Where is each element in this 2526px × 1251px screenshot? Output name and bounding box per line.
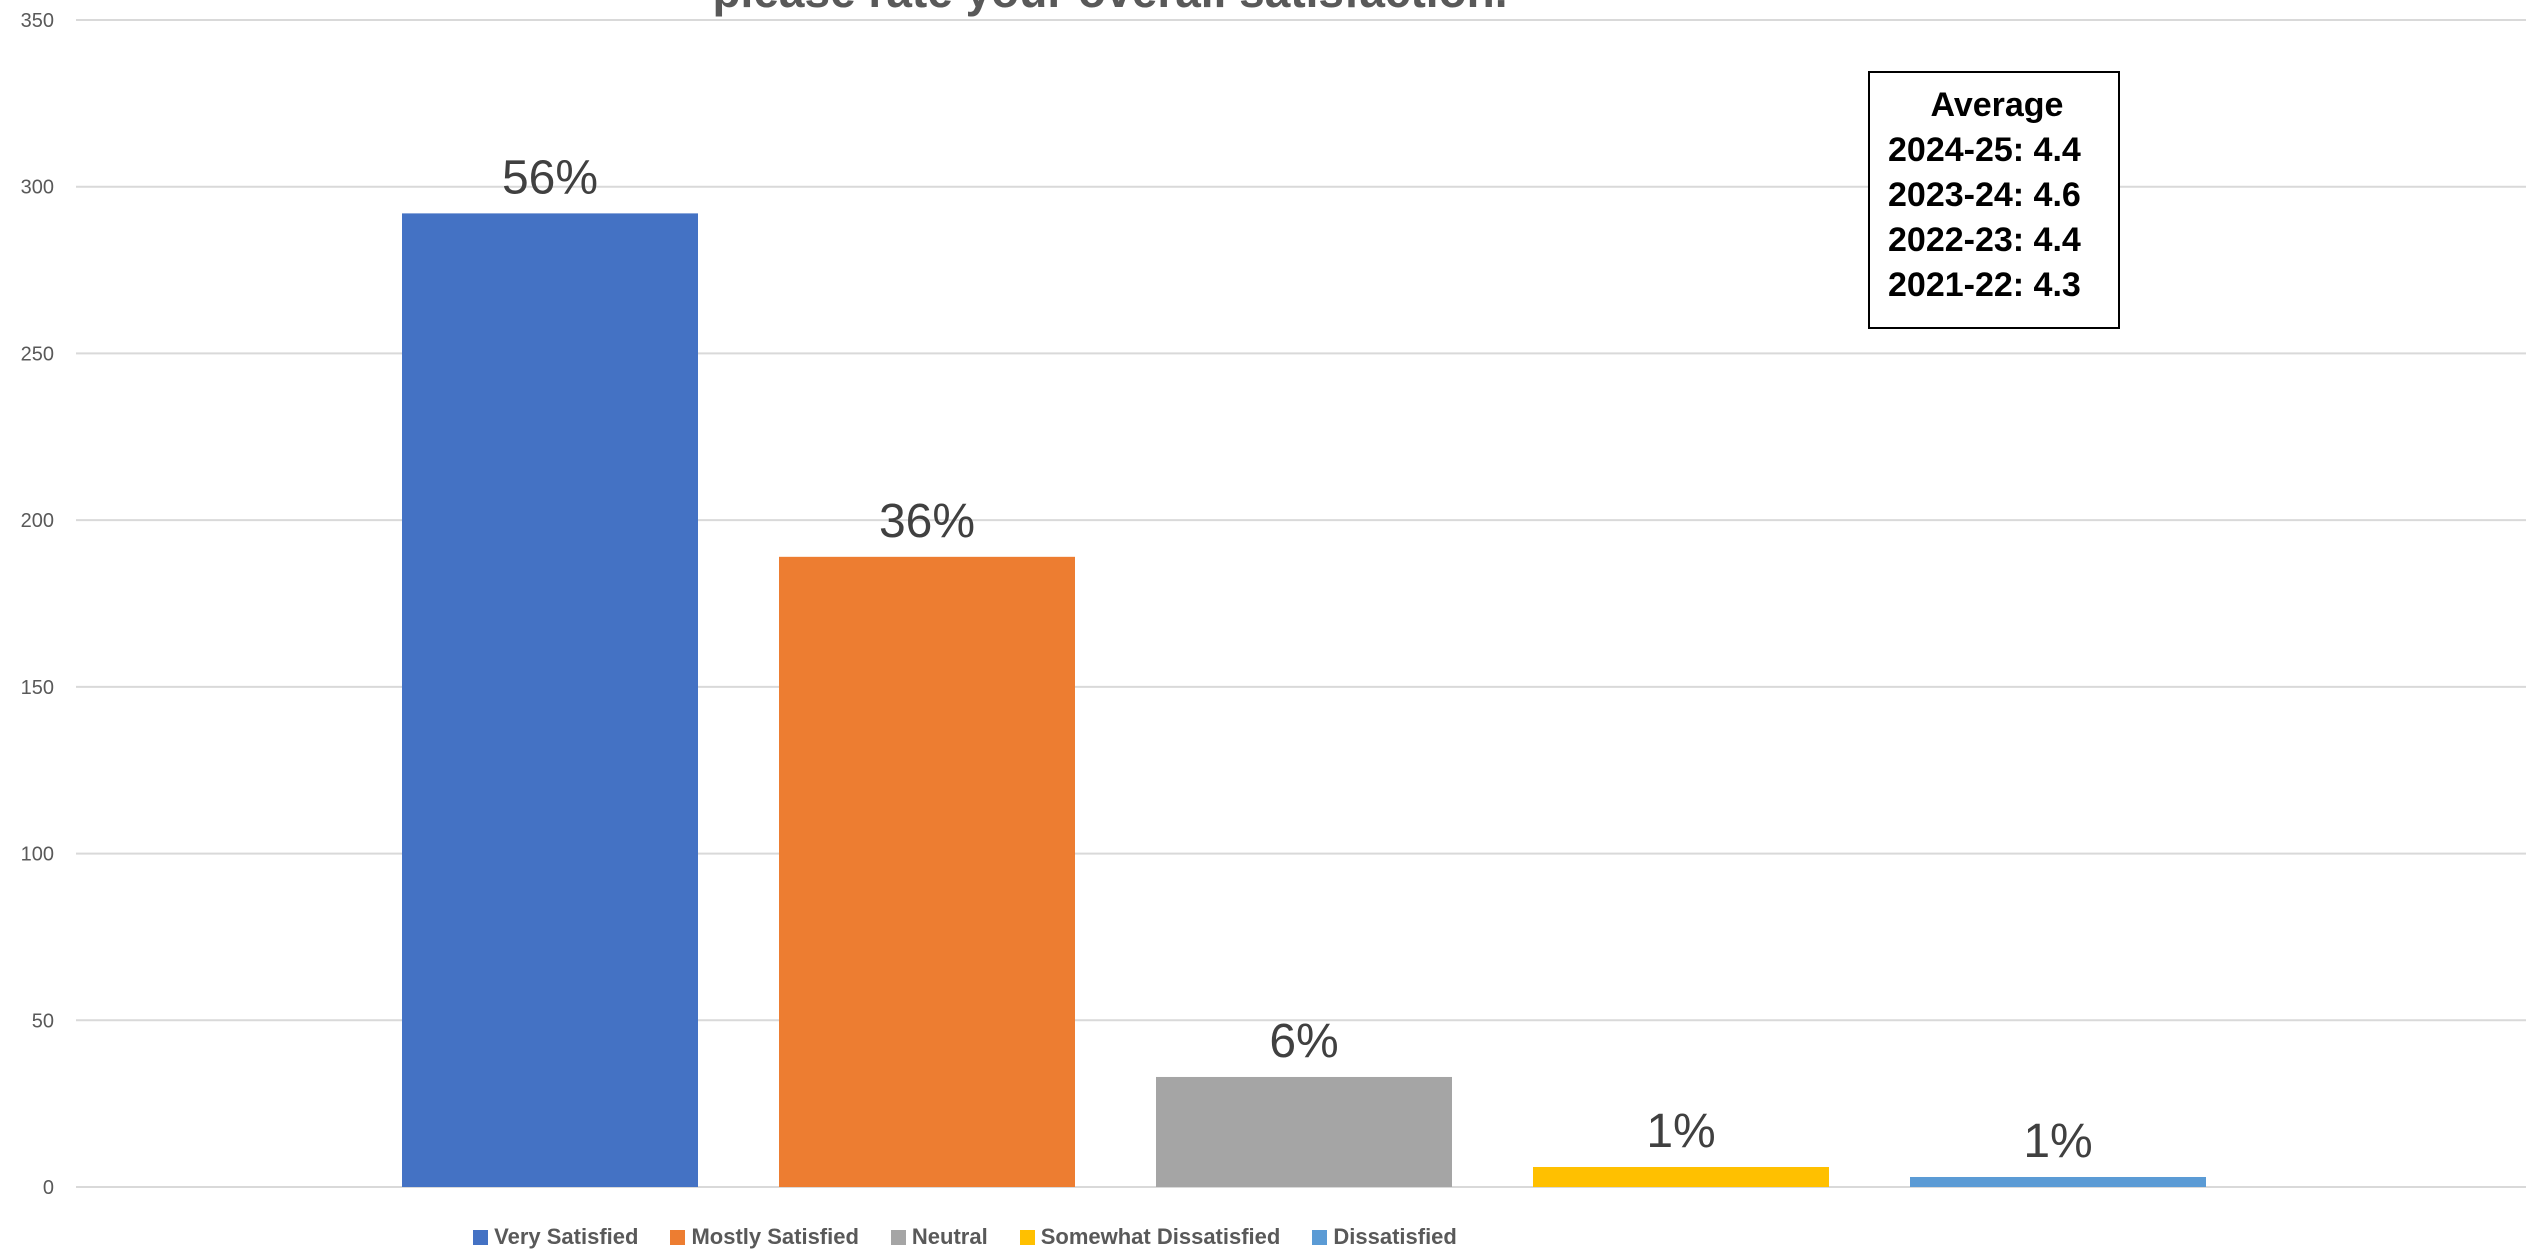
legend-swatch — [1019, 1229, 1035, 1245]
bar — [779, 556, 1075, 1187]
data-label: 1% — [1646, 1105, 1715, 1158]
data-label: 56% — [502, 151, 598, 204]
data-label: 1% — [2023, 1115, 2092, 1168]
data-label: 36% — [879, 495, 975, 548]
legend-item-very-satisfied: Very Satisfied — [473, 1224, 638, 1250]
legend-label: Mostly Satisfied — [691, 1224, 859, 1249]
legend-swatch — [1312, 1229, 1328, 1245]
legend-label: Very Satisfied — [494, 1224, 639, 1249]
y-tick-label: 0 — [43, 1177, 54, 1199]
chart-legend: Very Satisfied Mostly Satisfied Neutral … — [0, 1224, 1930, 1250]
bar — [402, 213, 698, 1188]
y-tick-label: 250 — [21, 343, 54, 365]
legend-swatch — [670, 1229, 686, 1245]
legend-item-mostly-satisfied: Mostly Satisfied — [670, 1224, 859, 1250]
average-line-2024-25: 2024-25: 4.4 — [1888, 131, 2081, 169]
chart-title: please rate your overall satisfaction. — [0, 0, 2220, 18]
average-line-2022-23: 2022-23: 4.4 — [1888, 221, 2081, 259]
average-line-2023-24: 2023-24: 4.6 — [1888, 176, 2081, 214]
y-tick-label: 100 — [21, 844, 54, 866]
y-tick-label: 150 — [21, 677, 54, 699]
bar — [1156, 1076, 1452, 1187]
y-tick-label: 50 — [32, 1010, 54, 1032]
average-annotation-title: Average — [1930, 86, 2064, 124]
legend-swatch — [890, 1229, 906, 1245]
legend-label: Neutral — [911, 1224, 988, 1249]
legend-swatch — [473, 1229, 489, 1245]
average-line-2021-22: 2021-22: 4.3 — [1888, 266, 2081, 304]
bar — [1533, 1166, 1829, 1187]
legend-item-dissatisfied: Dissatisfied — [1312, 1224, 1457, 1250]
y-tick-label: 300 — [21, 177, 54, 199]
average-annotation-box: Average 2024-25: 4.4 2023-24: 4.6 2022-2… — [1868, 71, 2120, 329]
y-tick-label: 200 — [21, 510, 54, 532]
legend-label: Somewhat Dissatisfied — [1040, 1224, 1281, 1249]
bar — [1910, 1176, 2206, 1187]
y-tick-label: 350 — [21, 10, 54, 32]
legend-item-neutral: Neutral — [890, 1224, 988, 1250]
legend-item-somewhat-dissatisfied: Somewhat Dissatisfied — [1019, 1224, 1281, 1250]
data-label: 6% — [1269, 1015, 1338, 1068]
legend-label: Dissatisfied — [1333, 1224, 1457, 1249]
